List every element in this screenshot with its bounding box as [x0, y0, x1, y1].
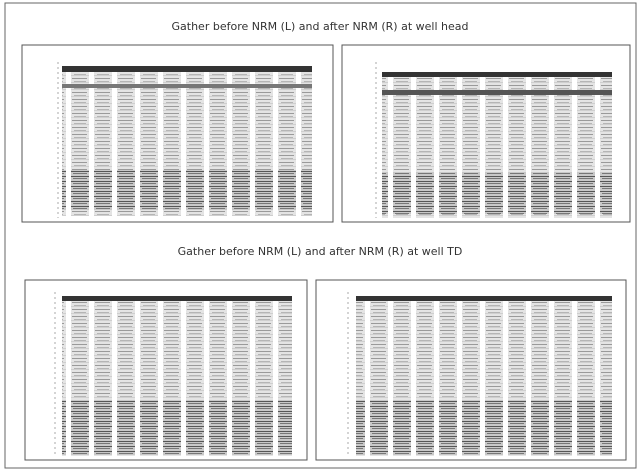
- caption: Gather before NRM (L) and after NRM (R) …: [178, 245, 463, 258]
- gather-panel: [315, 279, 627, 461]
- gather-panel: [21, 44, 334, 223]
- gather-panel: [24, 279, 308, 461]
- caption: Gather before NRM (L) and after NRM (R) …: [172, 20, 469, 33]
- gather-panel: [341, 44, 631, 223]
